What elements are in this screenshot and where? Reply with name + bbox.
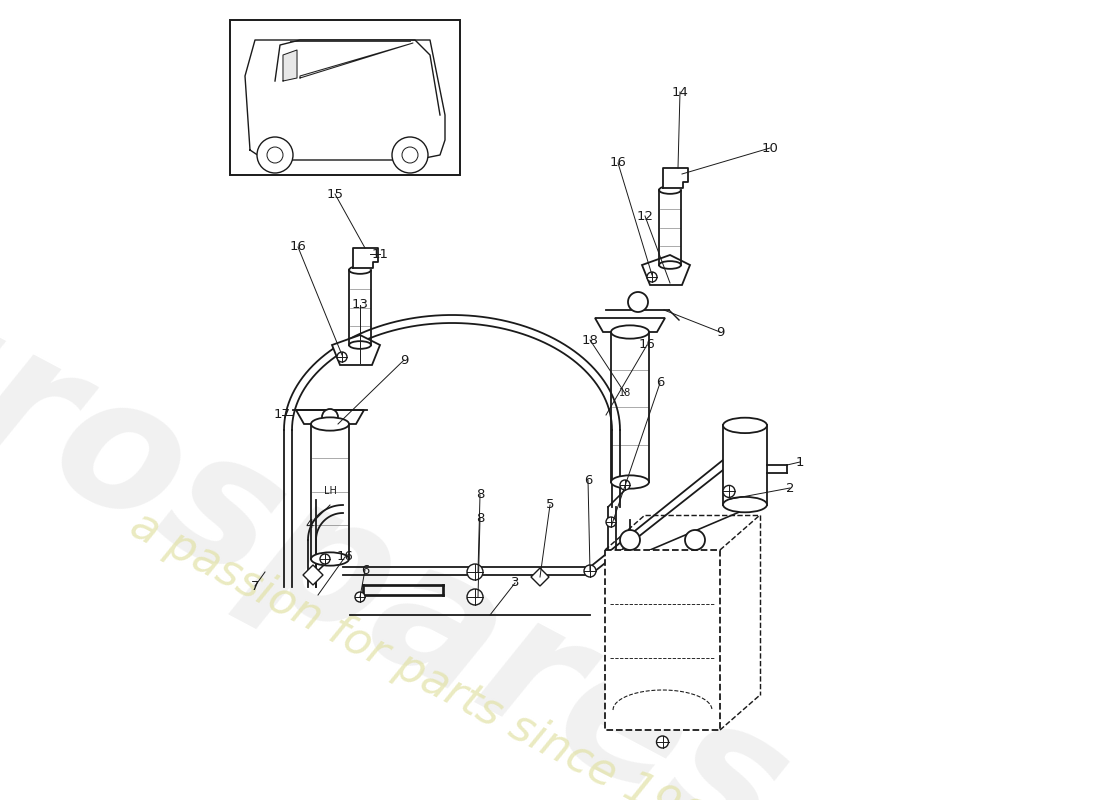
Text: 1: 1 — [795, 455, 804, 469]
Text: 9: 9 — [399, 354, 408, 366]
Ellipse shape — [723, 418, 767, 433]
Circle shape — [685, 530, 705, 550]
Bar — [605, 550, 720, 730]
Circle shape — [620, 480, 630, 490]
Text: 6: 6 — [584, 474, 592, 486]
Text: 10: 10 — [761, 142, 779, 154]
Polygon shape — [595, 318, 666, 332]
Circle shape — [620, 530, 640, 550]
Text: 14: 14 — [672, 86, 689, 98]
Text: 15: 15 — [327, 187, 343, 201]
Ellipse shape — [610, 326, 649, 338]
Circle shape — [628, 292, 648, 312]
Polygon shape — [332, 335, 380, 365]
Text: 16: 16 — [609, 157, 626, 170]
Text: 6: 6 — [656, 377, 664, 390]
Circle shape — [584, 565, 596, 577]
Polygon shape — [642, 255, 690, 285]
Circle shape — [647, 272, 657, 282]
Text: 5: 5 — [546, 498, 554, 511]
Text: 17: 17 — [274, 409, 290, 422]
Text: 12: 12 — [637, 210, 653, 222]
Ellipse shape — [723, 497, 767, 512]
Text: 3: 3 — [510, 577, 519, 590]
Bar — [723, 426, 767, 505]
Circle shape — [606, 517, 616, 527]
Circle shape — [322, 409, 338, 425]
Text: 2: 2 — [785, 482, 794, 494]
Circle shape — [723, 486, 735, 498]
Circle shape — [320, 554, 330, 564]
Text: 18: 18 — [582, 334, 598, 346]
Text: 18: 18 — [619, 388, 631, 398]
Text: 16: 16 — [289, 241, 307, 254]
Text: 8: 8 — [476, 511, 484, 525]
Text: LH: LH — [323, 486, 337, 497]
Polygon shape — [302, 565, 323, 585]
Text: eurospares: eurospares — [0, 194, 815, 800]
Circle shape — [468, 589, 483, 605]
Polygon shape — [531, 568, 549, 586]
Circle shape — [657, 736, 669, 748]
Ellipse shape — [349, 266, 371, 274]
Polygon shape — [352, 248, 377, 268]
Ellipse shape — [311, 418, 349, 430]
Text: 13: 13 — [352, 298, 368, 311]
Ellipse shape — [610, 475, 649, 489]
Polygon shape — [296, 410, 364, 424]
Polygon shape — [283, 50, 297, 81]
Text: 4: 4 — [306, 518, 315, 531]
Ellipse shape — [311, 552, 349, 566]
Polygon shape — [662, 168, 688, 188]
Text: 7: 7 — [251, 579, 260, 593]
Text: 16: 16 — [639, 338, 656, 351]
Text: 6: 6 — [361, 563, 370, 577]
Text: a passion for parts since 1985: a passion for parts since 1985 — [123, 503, 737, 800]
Circle shape — [392, 137, 428, 173]
Ellipse shape — [349, 341, 371, 349]
Polygon shape — [245, 40, 446, 160]
Circle shape — [468, 564, 483, 580]
Circle shape — [337, 352, 346, 362]
Text: 11: 11 — [372, 247, 388, 261]
Text: 16: 16 — [337, 550, 353, 563]
Text: 9: 9 — [716, 326, 724, 338]
Circle shape — [257, 137, 293, 173]
Bar — [230, 20, 460, 175]
Ellipse shape — [659, 186, 681, 194]
Text: 8: 8 — [476, 489, 484, 502]
Polygon shape — [300, 43, 412, 78]
Ellipse shape — [659, 261, 681, 269]
Circle shape — [355, 592, 365, 602]
